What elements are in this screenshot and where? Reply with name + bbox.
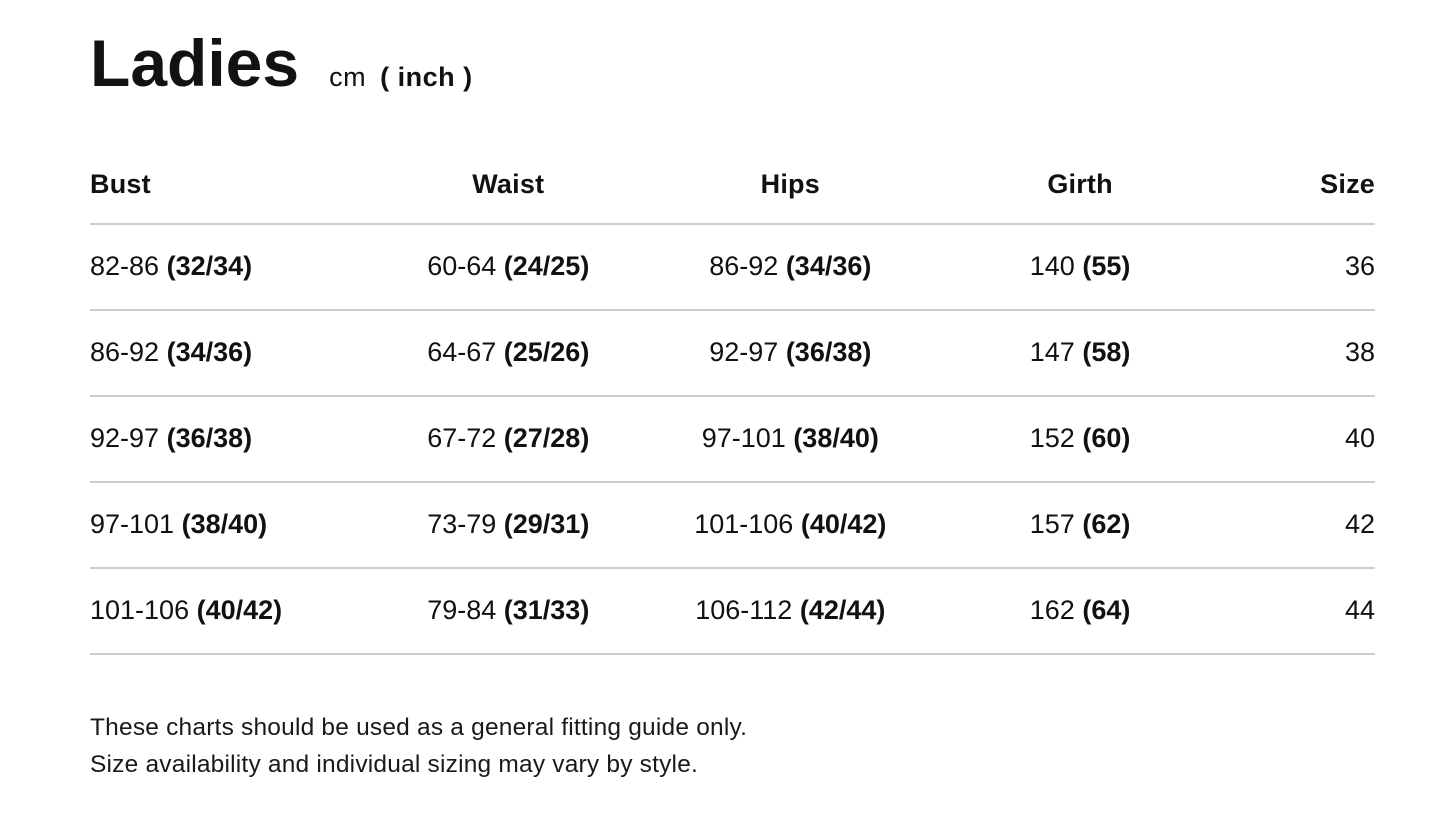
note-line-2: Size availability and individual sizing … (90, 750, 699, 778)
table-header: Bust Waist Hips Girth Size (90, 146, 1375, 225)
hips-cm-value: 101-106 (694, 509, 794, 540)
cell-waist: 79-84 (31/33) (370, 567, 647, 655)
hips-cm-value: 86-92 (709, 251, 779, 282)
girth-cm-value: 140 (1029, 251, 1075, 282)
table-row: 86-92 (34/36) 64-67 (25/26) 92-97 (36/38… (90, 309, 1375, 397)
cell-bust: 97-101 (38/40) (90, 481, 371, 569)
col-header-hips: Hips (646, 146, 935, 225)
cell-girth: 140 (55) (934, 223, 1226, 311)
cell-hips: 86-92 (34/36) (646, 223, 935, 311)
cell-bust: 92-97 (36/38) (90, 395, 371, 483)
size-value: 42 (1344, 509, 1375, 540)
bust-inch-value: (32/34) (166, 251, 253, 282)
fitting-guide-note: These charts should be used as a general… (90, 709, 1375, 783)
waist-inch-value: (29/31) (503, 509, 590, 540)
hips-inch-value: (42/44) (799, 595, 886, 626)
girth-cm-value: 157 (1029, 509, 1075, 540)
waist-cm-value: 67-72 (427, 423, 497, 454)
bust-cm-value: 86-92 (90, 337, 160, 368)
girth-inch-value: (64) (1082, 595, 1131, 626)
unit-label: cm ( inch ) (329, 62, 473, 93)
hips-inch-value: (40/42) (800, 509, 887, 540)
waist-inch-value: (25/26) (503, 337, 590, 368)
cell-waist: 67-72 (27/28) (370, 395, 647, 483)
note-line-1: These charts should be used as a general… (90, 713, 748, 741)
cell-girth: 162 (64) (934, 567, 1226, 655)
header-row: Bust Waist Hips Girth Size (90, 146, 1375, 225)
cell-girth: 157 (62) (934, 481, 1226, 569)
bust-inch-value: (38/40) (181, 509, 268, 540)
hips-cm-value: 92-97 (709, 337, 779, 368)
page-title: Ladies (90, 26, 300, 100)
cell-size: 40 (1225, 395, 1375, 483)
table-body: 82-86 (32/34) 60-64 (24/25) 86-92 (34/36… (90, 223, 1375, 655)
girth-cm-value: 152 (1029, 423, 1075, 454)
table-row: 97-101 (38/40) 73-79 (29/31) 101-106 (40… (90, 481, 1375, 569)
waist-cm-value: 79-84 (427, 595, 497, 626)
waist-cm-value: 60-64 (427, 251, 497, 282)
size-value: 36 (1344, 251, 1375, 282)
size-value: 38 (1344, 337, 1375, 368)
size-value: 40 (1344, 423, 1375, 454)
girth-inch-value: (58) (1082, 337, 1131, 368)
cell-waist: 60-64 (24/25) (370, 223, 647, 311)
table-row: 92-97 (36/38) 67-72 (27/28) 97-101 (38/4… (90, 395, 1375, 483)
cell-bust: 86-92 (34/36) (90, 309, 371, 397)
hips-inch-value: (38/40) (793, 423, 879, 454)
size-value: 44 (1344, 595, 1375, 626)
cell-bust: 101-106 (40/42) (90, 567, 371, 655)
girth-inch-value: (62) (1082, 509, 1131, 540)
waist-inch-value: (31/33) (503, 595, 590, 626)
cell-girth: 147 (58) (934, 309, 1226, 397)
table-row: 101-106 (40/42) 79-84 (31/33) 106-112 (4… (90, 567, 1375, 655)
bust-cm-value: 97-101 (90, 509, 175, 540)
cell-waist: 64-67 (25/26) (370, 309, 647, 397)
girth-cm-value: 147 (1029, 337, 1075, 368)
col-header-waist: Waist (370, 146, 647, 225)
col-header-girth: Girth (934, 146, 1226, 225)
girth-cm-value: 162 (1029, 595, 1075, 626)
title-block: Ladies cm ( inch ) (90, 26, 1375, 102)
col-header-size: Size (1225, 146, 1375, 225)
cell-hips: 106-112 (42/44) (646, 567, 935, 655)
cell-hips: 97-101 (38/40) (646, 395, 935, 483)
cell-hips: 101-106 (40/42) (646, 481, 935, 569)
cell-size: 38 (1225, 309, 1375, 397)
cell-size: 36 (1225, 223, 1375, 311)
waist-cm-value: 64-67 (427, 337, 497, 368)
unit-inch-label: ( inch ) (380, 62, 473, 92)
hips-inch-value: (34/36) (785, 251, 872, 282)
girth-inch-value: (60) (1082, 423, 1131, 454)
bust-cm-value: 101-106 (90, 595, 190, 626)
bust-cm-value: 82-86 (90, 251, 160, 282)
hips-cm-value: 97-101 (701, 423, 786, 454)
col-header-bust: Bust (90, 146, 371, 225)
hips-cm-value: 106-112 (695, 595, 793, 626)
waist-cm-value: 73-79 (427, 509, 497, 540)
waist-inch-value: (24/25) (503, 251, 590, 282)
bust-inch-value: (40/42) (196, 595, 283, 626)
cell-bust: 82-86 (32/34) (90, 223, 371, 311)
size-chart-table: Bust Waist Hips Girth Size 82-86 (32/34)… (90, 146, 1375, 655)
size-guide-page: Ladies cm ( inch ) Bust Waist Hips Girth… (90, 26, 1375, 783)
cell-waist: 73-79 (29/31) (370, 481, 647, 569)
cell-hips: 92-97 (36/38) (646, 309, 935, 397)
table-row: 82-86 (32/34) 60-64 (24/25) 86-92 (34/36… (90, 223, 1375, 311)
hips-inch-value: (36/38) (785, 337, 872, 368)
cell-size: 44 (1225, 567, 1375, 655)
bust-cm-value: 92-97 (90, 423, 160, 454)
unit-cm-label: cm (329, 62, 367, 92)
bust-inch-value: (34/36) (166, 337, 253, 368)
bust-inch-value: (36/38) (166, 423, 253, 454)
cell-girth: 152 (60) (934, 395, 1226, 483)
waist-inch-value: (27/28) (503, 423, 590, 454)
cell-size: 42 (1225, 481, 1375, 569)
girth-inch-value: (55) (1082, 251, 1131, 282)
